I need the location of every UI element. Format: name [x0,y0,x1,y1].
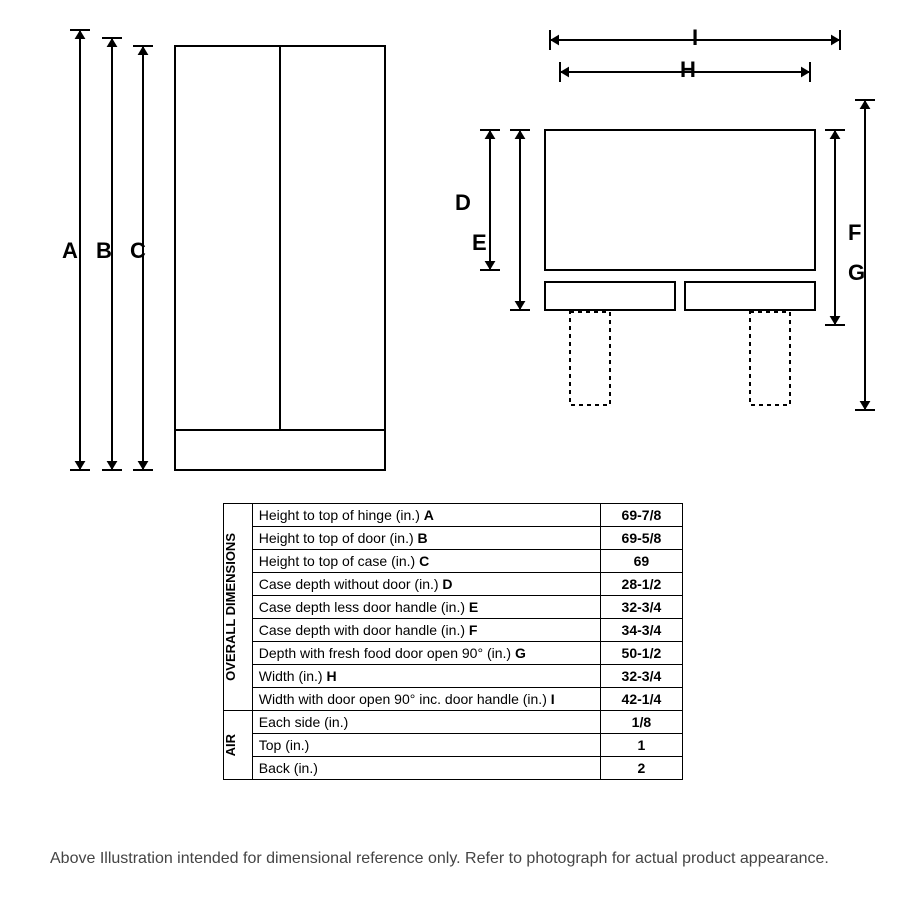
dimension-value: 34-3/4 [600,619,682,642]
table-row: Height to top of door (in.) B69-5/8 [224,527,683,550]
label-E: E [472,230,487,256]
dimension-value: 1 [600,734,682,757]
table-row: Depth with fresh food door open 90° (in.… [224,642,683,665]
dimension-value: 42-1/4 [600,688,682,711]
label-D: D [455,190,471,216]
dimension-value: 2 [600,757,682,780]
dimension-description: Width with door open 90° inc. door handl… [252,688,600,711]
table-row: Case depth without door (in.) D28-1/2 [224,573,683,596]
table-row: Height to top of case (in.) C69 [224,550,683,573]
table-row: AIREach side (in.)1/8 [224,711,683,734]
group-header: OVERALL DIMENSIONS [224,504,253,711]
table-row: Width (in.) H32-3/4 [224,665,683,688]
dimension-value: 28-1/2 [600,573,682,596]
dimension-description: Width (in.) H [252,665,600,688]
page-root: A B C D E F G H I OVERALL DIMENSIONSHeig… [0,0,900,900]
dimension-value: 1/8 [600,711,682,734]
label-F: F [848,220,861,246]
dimension-description: Depth with fresh food door open 90° (in.… [252,642,600,665]
dimension-value: 69-5/8 [600,527,682,550]
label-H: H [680,57,696,83]
dimension-description: Case depth less door handle (in.) E [252,596,600,619]
table-row: OVERALL DIMENSIONSHeight to top of hinge… [224,504,683,527]
table-row: Back (in.)2 [224,757,683,780]
table-row: Width with door open 90° inc. door handl… [224,688,683,711]
dimension-value: 50-1/2 [600,642,682,665]
dimension-description: Height to top of case (in.) C [252,550,600,573]
dimension-description: Each side (in.) [252,711,600,734]
top-view-diagram [0,0,900,430]
dimension-description: Top (in.) [252,734,600,757]
dimension-value: 69-7/8 [600,504,682,527]
footnote-text: Above Illustration intended for dimensio… [50,850,829,868]
table-row: Case depth less door handle (in.) E32-3/… [224,596,683,619]
dimension-value: 69 [600,550,682,573]
table-row: Case depth with door handle (in.) F34-3/… [224,619,683,642]
group-header: AIR [224,711,253,780]
dimension-description: Case depth with door handle (in.) F [252,619,600,642]
label-G: G [848,260,865,286]
dimension-value: 32-3/4 [600,596,682,619]
dimension-description: Back (in.) [252,757,600,780]
dimension-description: Height to top of hinge (in.) A [252,504,600,527]
dimension-description: Case depth without door (in.) D [252,573,600,596]
dimensions-table: OVERALL DIMENSIONSHeight to top of hinge… [223,503,683,780]
table-row: Top (in.)1 [224,734,683,757]
dimension-value: 32-3/4 [600,665,682,688]
dimension-description: Height to top of door (in.) B [252,527,600,550]
label-I: I [692,25,698,51]
